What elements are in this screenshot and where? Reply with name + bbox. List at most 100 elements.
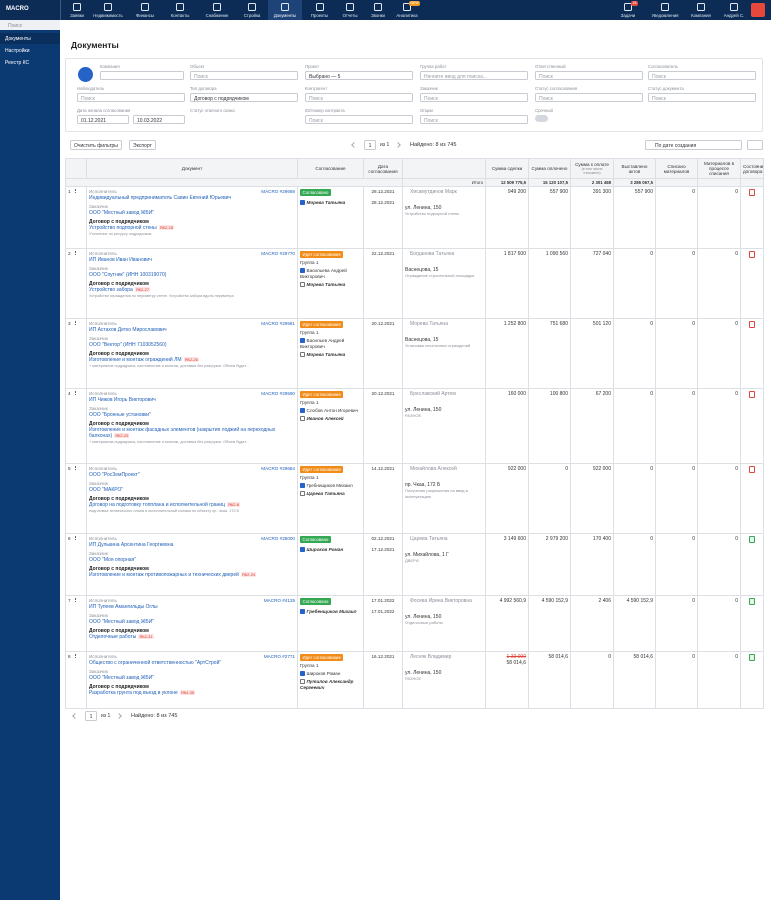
filter-label: Согласователь xyxy=(648,64,678,69)
date-input[interactable]: 10.03.2022 xyxy=(133,115,185,124)
filter-input[interactable] xyxy=(100,71,184,80)
checkbox[interactable] xyxy=(300,547,305,552)
state-icon[interactable] xyxy=(749,321,755,328)
row-menu[interactable] xyxy=(74,536,76,540)
row-menu[interactable] xyxy=(74,598,76,602)
nav-item[interactable]: Заявки xyxy=(66,0,88,20)
add-button[interactable] xyxy=(78,67,93,82)
customer[interactable]: ООО "Вектор" (ИНН 7103052560) xyxy=(89,342,167,348)
state-icon[interactable] xyxy=(749,598,755,605)
nav-item[interactable]: Компания xyxy=(684,0,718,20)
clear-filters-button[interactable]: Очистить фильтры xyxy=(70,140,122,150)
filter-input[interactable]: Поиск xyxy=(420,115,528,124)
state-icon[interactable] xyxy=(749,466,755,473)
filter-input[interactable]: Поиск xyxy=(535,93,643,102)
checkbox[interactable] xyxy=(300,679,305,684)
executor[interactable]: ИП Дулькина Арсентина Георгиевна xyxy=(89,542,174,548)
executor[interactable]: ИП Астахов Детко Мирославович xyxy=(89,327,167,333)
nav-item[interactable]: Стройка xyxy=(236,0,268,20)
filter-input[interactable]: Поиск xyxy=(77,93,185,102)
executor[interactable]: ООО "РосЗемПроект" xyxy=(89,472,140,478)
checkbox[interactable] xyxy=(300,200,305,205)
sort-select[interactable]: По дате создания xyxy=(645,140,742,150)
filter-input[interactable]: Поиск xyxy=(305,115,413,124)
customer[interactable]: ООО "Моя опорная" xyxy=(89,557,137,563)
checkbox[interactable] xyxy=(300,416,305,421)
checkbox[interactable] xyxy=(300,282,305,287)
customer[interactable]: ООО "Спутник" (ИНН 100319070) xyxy=(89,272,167,278)
checkbox[interactable] xyxy=(300,408,305,413)
row-menu[interactable] xyxy=(74,251,76,255)
sidebar-item[interactable]: Настройки xyxy=(5,48,30,54)
nav-item[interactable]: Уведомления xyxy=(647,0,683,20)
filter-input[interactable]: Поиск xyxy=(190,71,298,80)
row-menu[interactable] xyxy=(74,321,76,325)
nav-item[interactable]: Недвижимость xyxy=(88,0,128,20)
checkbox[interactable] xyxy=(300,609,305,614)
nav-item[interactable]: Документы xyxy=(268,0,302,20)
subject-text[interactable]: Разработка грунта под въезд в уклоне xyxy=(89,690,178,696)
executor[interactable]: Общество с ограниченной ответственностью… xyxy=(89,660,222,666)
settings-button[interactable] xyxy=(747,140,763,150)
subject-text[interactable]: Устройство подпорной стены xyxy=(89,225,157,231)
sidebar-item[interactable]: Реестр КС xyxy=(5,60,30,66)
subject-text[interactable]: Изготовление и монтаж противопожарных и … xyxy=(89,572,239,578)
row-menu[interactable] xyxy=(74,654,76,658)
filter-input[interactable]: Поиск xyxy=(420,93,528,102)
page-input[interactable]: 1 xyxy=(364,140,376,150)
state-icon[interactable] xyxy=(749,391,755,398)
filter-input[interactable]: Поиск xyxy=(648,93,756,102)
executor[interactable]: ИП Иванов Иван Иванович xyxy=(89,257,152,263)
nav-item[interactable]: Проекты xyxy=(303,0,336,20)
nav-item[interactable]: Звонки xyxy=(364,0,392,20)
filter-input[interactable]: Поиск xyxy=(648,71,756,80)
checkbox[interactable] xyxy=(300,671,305,676)
sidebar-search[interactable]: Поиск xyxy=(0,20,60,30)
nav-item[interactable]: Снабжение xyxy=(199,0,235,20)
nav-item[interactable]: Финансы xyxy=(129,0,161,20)
date-input[interactable]: 01.12.2021 xyxy=(77,115,129,124)
state-icon[interactable] xyxy=(749,251,755,258)
filter-input[interactable]: Договор с подрядчиком xyxy=(190,93,298,102)
row-menu[interactable] xyxy=(74,466,76,470)
state-icon[interactable] xyxy=(749,189,755,196)
subject-text[interactable]: Изготовление и монтаж ограждений ЛМ xyxy=(89,357,182,363)
subject-text[interactable]: Устройство забора xyxy=(89,287,133,293)
nav-item[interactable]: Аналитика NEW xyxy=(392,0,422,20)
row-menu[interactable] xyxy=(74,391,76,395)
state-icon[interactable] xyxy=(749,536,755,543)
doc-id: MACRO #4135 xyxy=(263,598,295,603)
checkbox[interactable] xyxy=(300,268,305,273)
subject-text[interactable]: Изготовление и монтаж фасадных элементов… xyxy=(89,427,276,439)
customer[interactable]: ООО "Местный завод ЖБИ" xyxy=(89,210,155,216)
executor[interactable]: ИП Чижов Игорь Викторович xyxy=(89,397,156,403)
customer[interactable]: ООО "Местный завод ЖБИ" xyxy=(89,619,155,625)
checkbox[interactable] xyxy=(300,352,305,357)
sidebar-item[interactable]: Документы xyxy=(0,33,60,44)
checkbox[interactable] xyxy=(300,338,305,343)
nav-item[interactable]: Задачи 18 xyxy=(613,0,643,20)
checkbox[interactable] xyxy=(300,491,305,496)
customer[interactable]: ООО "МАКРО" xyxy=(89,487,124,493)
checkbox[interactable] xyxy=(300,483,305,488)
filter-input[interactable]: Выбрано — 5 xyxy=(305,71,413,80)
phone-button[interactable] xyxy=(751,3,765,17)
row-menu[interactable] xyxy=(74,189,76,193)
export-button[interactable]: Экспорт xyxy=(129,140,156,150)
toggle[interactable] xyxy=(535,115,548,122)
page-input[interactable]: 1 xyxy=(85,711,97,721)
filter-input[interactable]: Поиск xyxy=(535,71,643,80)
nav-item[interactable]: Контакты xyxy=(162,0,198,20)
nav-item[interactable]: Отчеты xyxy=(337,0,363,20)
customer[interactable]: ООО "Местный завод ЖБИ" xyxy=(89,675,155,681)
filter-input[interactable]: Поиск xyxy=(305,93,413,102)
executor[interactable]: ИП Тупеев Амангильды Оглы xyxy=(89,604,158,610)
header-cell: Согласование xyxy=(297,158,364,179)
nav-item[interactable]: Андрей С. xyxy=(720,0,748,20)
filter-input[interactable]: Начните ввод для поиска... xyxy=(420,71,528,80)
customer[interactable]: ООО "Бронные установки" xyxy=(89,412,151,418)
subject-text[interactable]: Отделочные работы xyxy=(89,634,137,640)
state-icon[interactable] xyxy=(749,654,755,661)
executor[interactable]: Индивидуальный предприниматель Савин Евг… xyxy=(89,195,232,201)
subject-text[interactable]: Договор на подготовку топплана и исполни… xyxy=(89,502,225,508)
